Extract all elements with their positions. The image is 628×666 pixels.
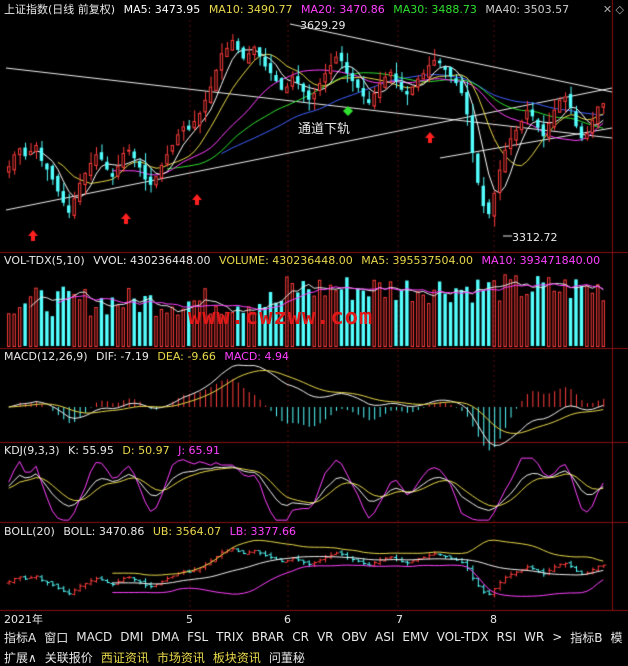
year-label: 2021年 — [4, 613, 43, 626]
kdj-indicator-name: KDJ(9,3,3) — [4, 444, 60, 457]
main-chart-header: 上证指数(日线 前复权) MA5: 3473.95 MA10: 3490.77 … — [4, 2, 574, 18]
vol-ma10-value: MA10: 393471840.00 — [481, 254, 601, 267]
toolbar-tab-12[interactable]: EMV — [402, 630, 429, 644]
vol-ma5-value: MA5: 395537504.00 — [361, 254, 473, 267]
toolbar-tab-3[interactable]: DMI — [120, 630, 144, 644]
toolbar-tab-5[interactable]: FSL — [187, 630, 209, 644]
macd-indicator-name: MACD(12,26,9) — [4, 350, 88, 363]
toolbar-tab-10[interactable]: OBV — [341, 630, 368, 644]
bottom-toolbar: 扩展∧ 关联报价 西证资讯 市场资讯 板块资讯 问董秘 — [0, 648, 628, 666]
boll-mid-value: BOLL: 3470.86 — [63, 525, 145, 538]
watermark-text: www.cwzww.com — [188, 305, 374, 330]
month-label: 7 — [396, 613, 403, 626]
toolbar-tab-16[interactable]: > — [552, 630, 563, 644]
ma30-value: MA30: 3488.73 — [393, 3, 477, 16]
toolbar-tab-14[interactable]: RSI — [496, 630, 517, 644]
ma5-value: MA5: 3473.95 — [123, 3, 201, 16]
d-value: D: 50.97 — [122, 444, 170, 457]
month-label: 5 — [186, 613, 193, 626]
index-title: 上证指数(日线 前复权) — [4, 3, 116, 16]
indicator-toolbar: 指标A 窗口 MACD DMI DMA FSL TRIX BRAR CR VR OBV ASI EMV V… — [0, 628, 628, 646]
window-control-icons[interactable]: ✕ ◇ — [602, 3, 624, 16]
toolbar-tab-0[interactable]: 指标A — [4, 630, 37, 645]
toolbar-tab-13[interactable]: VOL-TDX — [436, 630, 489, 644]
dif-value: DIF: -7.19 — [96, 350, 149, 363]
volume-header: VOL-TDX(5,10) VVOL: 430236448.00 VOLUME:… — [4, 253, 605, 269]
bottom-tab-0[interactable]: 扩展∧ — [4, 650, 37, 665]
ma20-value: MA20: 3470.86 — [301, 3, 385, 16]
month-label: 8 — [490, 613, 497, 626]
bottom-tab-2[interactable]: 西证资讯 — [100, 650, 149, 665]
toolbar-tab-2[interactable]: MACD — [76, 630, 113, 644]
boll-ub-value: UB: 3564.07 — [152, 525, 222, 538]
month-label: 6 — [284, 613, 291, 626]
kdj-header: KDJ(9,3,3) K: 55.95 D: 50.97 J: 65.91 — [4, 443, 225, 459]
toolbar-tab-8[interactable]: CR — [292, 630, 309, 644]
ma40-value: MA40: 3503.57 — [485, 3, 570, 16]
toolbar-tab-1[interactable]: 窗口 — [44, 630, 69, 645]
macd-header: MACD(12,26,9) DIF: -7.19 DEA: -9.66 MACD… — [4, 349, 294, 365]
j-value: J: 65.91 — [178, 444, 221, 457]
high-price-label: 3629.29 — [300, 19, 346, 32]
ma10-value: MA10: 3490.77 — [208, 3, 293, 16]
vvol-value: VVOL: 430236448.00 — [93, 254, 211, 267]
macd-value: MACD: 4.94 — [224, 350, 289, 363]
boll-header: BOLL(20) BOLL: 3470.86 UB: 3564.07 LB: 3… — [4, 524, 301, 540]
dea-value: DEA: -9.66 — [157, 350, 216, 363]
bottom-tab-1[interactable]: 关联报价 — [44, 650, 93, 665]
toolbar-tab-17[interactable]: 指标B — [570, 630, 603, 645]
toolbar-tab-15[interactable]: WR — [524, 630, 545, 644]
low-price-label: 3312.72 — [512, 231, 558, 244]
toolbar-tab-6[interactable]: TRIX — [216, 630, 244, 644]
volume-value: VOLUME: 430236448.00 — [219, 254, 353, 267]
k-value: K: 55.95 — [68, 444, 114, 457]
vol-indicator-name: VOL-TDX(5,10) — [4, 254, 85, 267]
bottom-tab-4[interactable]: 板块资讯 — [212, 650, 261, 665]
toolbar-tab-18[interactable]: 模 — [610, 630, 623, 645]
toolbar-tab-7[interactable]: BRAR — [251, 630, 285, 644]
boll-indicator-name: BOLL(20) — [4, 525, 55, 538]
channel-lower-label: 通道下轨 — [298, 122, 351, 137]
boll-lb-value: LB: 3377.66 — [229, 525, 296, 538]
toolbar-tab-11[interactable]: ASI — [375, 630, 395, 644]
toolbar-tab-9[interactable]: VR — [316, 630, 334, 644]
bottom-tab-5[interactable]: 问董秘 — [268, 650, 305, 665]
bottom-tab-3[interactable]: 市场资讯 — [156, 650, 205, 665]
toolbar-tab-4[interactable]: DMA — [151, 630, 180, 644]
